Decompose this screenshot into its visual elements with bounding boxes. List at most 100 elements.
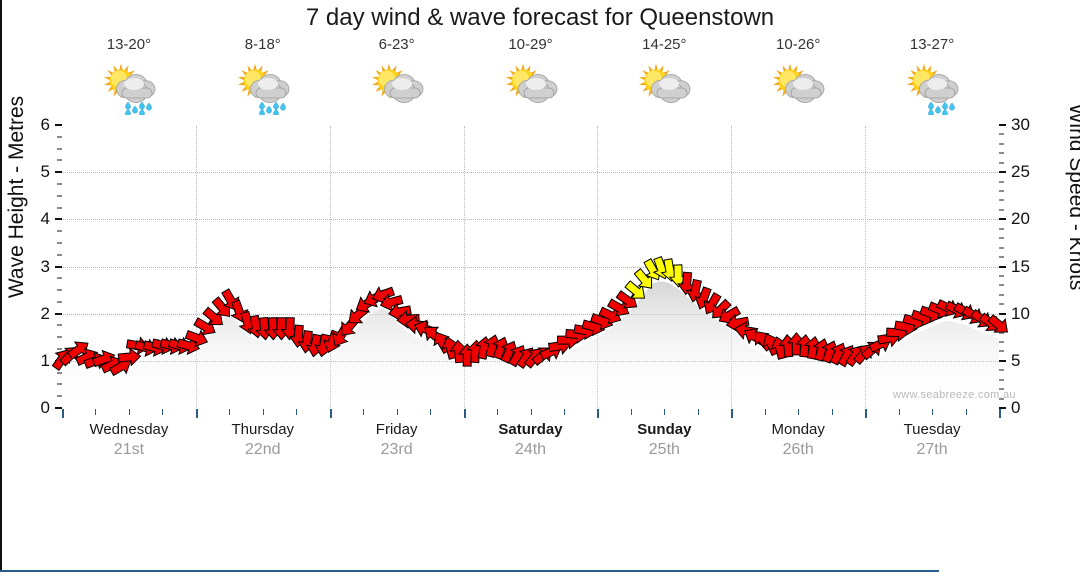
wind-arrow <box>117 347 142 367</box>
wind-arrow <box>125 336 150 356</box>
x-tick-minor <box>798 409 800 415</box>
wind-arrow <box>927 301 951 319</box>
wind-arrow <box>718 305 742 325</box>
day-date: 21st <box>113 441 145 458</box>
wind-arrow <box>51 349 71 371</box>
right-minor-tick <box>999 133 1004 136</box>
gridline-y-2 <box>63 313 998 315</box>
x-tick-minor <box>430 409 432 415</box>
day-header-saturday: 10-29° <box>461 36 601 120</box>
wind-arrow <box>221 288 240 311</box>
x-tick-minor <box>965 409 967 415</box>
right-minor-tick <box>999 152 1004 155</box>
day-name: Monday <box>771 421 825 438</box>
wind-arrow <box>492 336 511 360</box>
left-minor-tick <box>57 371 62 374</box>
wind-arrow <box>341 315 360 336</box>
wind-arrow <box>795 334 815 358</box>
wind-arrow <box>910 308 935 327</box>
wind-arrow <box>944 300 968 319</box>
left-minor-tick <box>57 230 62 233</box>
x-tick-minor <box>229 409 231 415</box>
left-minor-tick <box>57 336 62 339</box>
wind-arrow <box>762 333 781 357</box>
right-minor-tick <box>999 340 1004 343</box>
x-tick-major <box>731 409 734 418</box>
right-minor-tick <box>999 303 1004 306</box>
x-tick-minor <box>563 409 565 415</box>
wind-arrow <box>246 314 266 339</box>
wind-arrow <box>744 327 767 346</box>
day-header-sunday: 14-25° <box>594 36 734 120</box>
wind-arrow <box>404 315 429 335</box>
gridline-y-4 <box>63 219 998 221</box>
wind-arrow <box>581 317 606 337</box>
wind-arrow <box>523 348 543 369</box>
wind-arrow <box>424 326 446 346</box>
wind-arrow <box>961 305 984 324</box>
wind-arrow <box>786 332 806 356</box>
right-minor-tick <box>999 350 1004 353</box>
left-axis-label-0: 0 <box>40 398 50 417</box>
x-tick-minor <box>764 409 766 415</box>
sun-cloud-icon <box>728 56 868 118</box>
wind-arrow <box>134 338 158 358</box>
wind-arrow <box>770 336 789 360</box>
wind-arrow <box>100 355 124 374</box>
day-footer-thursday: Thursday 22nd <box>193 420 333 468</box>
left-axis-label-1: 1 <box>40 350 50 370</box>
right-minor-tick <box>999 369 1004 372</box>
x-tick-minor <box>898 409 900 415</box>
gridline-day-sep-2 <box>329 126 331 408</box>
left-minor-tick <box>57 147 62 150</box>
wind-arrow <box>271 317 292 341</box>
day-footer-tuesday: Tuesday 27th <box>862 420 1002 468</box>
left-minor-tick <box>57 206 62 209</box>
wind-arrow <box>515 347 535 370</box>
left-axis-label-2: 2 <box>40 303 50 323</box>
left-axis-title: Wave Height - Metres <box>5 95 28 299</box>
day-date: 26th <box>782 441 814 458</box>
left-minor-tick <box>57 182 62 185</box>
left-minor-tick <box>57 383 62 386</box>
day-date: 27th <box>916 441 948 458</box>
left-minor-tick <box>57 324 62 327</box>
gridline-day-sep-4 <box>597 126 599 408</box>
gridline-y-5 <box>63 172 998 174</box>
wind-arrow <box>685 278 705 303</box>
x-tick-minor <box>162 409 164 415</box>
right-axis-title: Wind Speed - Knots <box>1065 103 1080 291</box>
left-axis-label-6: 6 <box>40 115 50 134</box>
day-name: Tuesday <box>903 421 961 438</box>
day-date: 24th <box>514 441 547 458</box>
right-axis-label-5: 5 <box>1011 350 1021 370</box>
wind-arrow <box>457 343 477 367</box>
left-tick-6 <box>55 124 62 126</box>
x-tick-major <box>329 409 332 418</box>
day-footer-sunday: Sunday 25th <box>594 420 734 468</box>
left-minor-tick <box>57 194 62 197</box>
wind-arrow <box>886 322 910 343</box>
day-header-tuesday: 13-27° <box>862 36 1002 120</box>
gridline-day-sep-5 <box>731 126 733 408</box>
wind-arrow <box>466 339 486 364</box>
x-tick-minor <box>296 409 298 415</box>
right-minor-tick <box>999 256 1004 259</box>
right-tick-20 <box>999 218 1006 221</box>
left-minor-tick <box>57 395 62 398</box>
x-tick-minor <box>664 409 666 415</box>
x-tick-minor <box>497 409 499 415</box>
x-tick-minor <box>831 409 833 415</box>
wind-arrow <box>877 328 901 348</box>
wind-arrow <box>449 339 469 364</box>
right-minor-tick <box>999 322 1004 325</box>
day-header-friday: 6-23° <box>327 36 467 120</box>
page-title: 7 day wind & wave forecast for Queenstow… <box>305 4 775 31</box>
wind-arrow <box>660 258 680 282</box>
wind-arrow <box>598 306 622 325</box>
wind-arrow <box>348 304 370 324</box>
wind-arrow <box>803 336 823 360</box>
wind-arrow <box>280 317 300 341</box>
wind-arrow <box>440 336 460 360</box>
gridline-day-sep-6 <box>865 126 867 408</box>
